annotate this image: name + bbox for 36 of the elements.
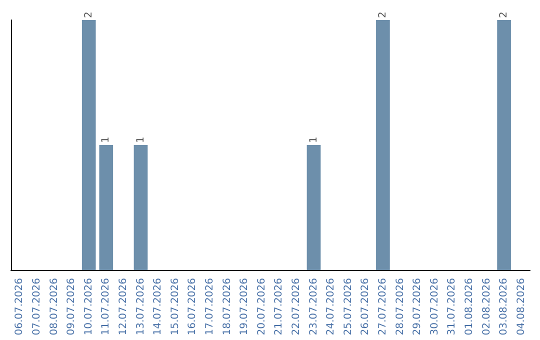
data-label: 2 <box>498 12 510 18</box>
x-tick-label: 07.07.2026 <box>31 278 42 336</box>
x-tick-label: 24.07.2026 <box>326 278 337 336</box>
x-tick-label: 02.08.2026 <box>481 278 492 336</box>
x-tick-label: 30.07.2026 <box>429 278 440 336</box>
x-tick-label: 31.07.2026 <box>446 278 458 336</box>
x-tick-label: 04.08.2026 <box>516 278 527 336</box>
x-tick-label: 01.08.2026 <box>464 278 475 336</box>
x-tick-label: 10.07.2026 <box>83 278 94 336</box>
x-tick-label: 19.07.2026 <box>239 278 250 336</box>
x-tick-label: 15.07.2026 <box>170 278 181 336</box>
x-tick-label: 23.07.2026 <box>308 278 320 336</box>
x-tick-label: 14.07.2026 <box>152 278 164 336</box>
x-tick-label: 06.07.2026 <box>14 278 26 336</box>
x-tick-label: 20.07.2026 <box>256 278 268 336</box>
data-label: 2 <box>377 12 388 18</box>
data-label: 1 <box>308 136 320 143</box>
x-tick-label: 17.07.2026 <box>204 278 216 336</box>
x-tick-label: 22.07.2026 <box>290 278 302 336</box>
x-tick-label: 25.07.2026 <box>342 278 354 336</box>
x-tick-label: 09.07.2026 <box>66 278 78 336</box>
x-tick-label: 11.07.2026 <box>100 278 112 336</box>
x-tick-label: 28.07.2026 <box>394 278 406 336</box>
data-label: 2 <box>83 12 94 18</box>
x-tick-label: 21.07.2026 <box>274 278 285 336</box>
x-tick-label: 08.07.2026 <box>48 278 60 336</box>
x-tick-label: 12.07.2026 <box>118 278 129 336</box>
data-label: 1 <box>100 136 112 143</box>
x-tick-label: 13.07.2026 <box>135 278 146 336</box>
data-label: 1 <box>135 136 146 143</box>
x-tick-label: 18.07.2026 <box>222 278 233 336</box>
x-tick-label: 16.07.2026 <box>187 278 198 336</box>
x-tick-label: 03.08.2026 <box>498 278 510 336</box>
x-tick-label: 29.07.2026 <box>412 278 424 336</box>
x-tick-label: 27.07.2026 <box>377 278 388 336</box>
x-tick-label: 26.07.2026 <box>360 278 372 336</box>
